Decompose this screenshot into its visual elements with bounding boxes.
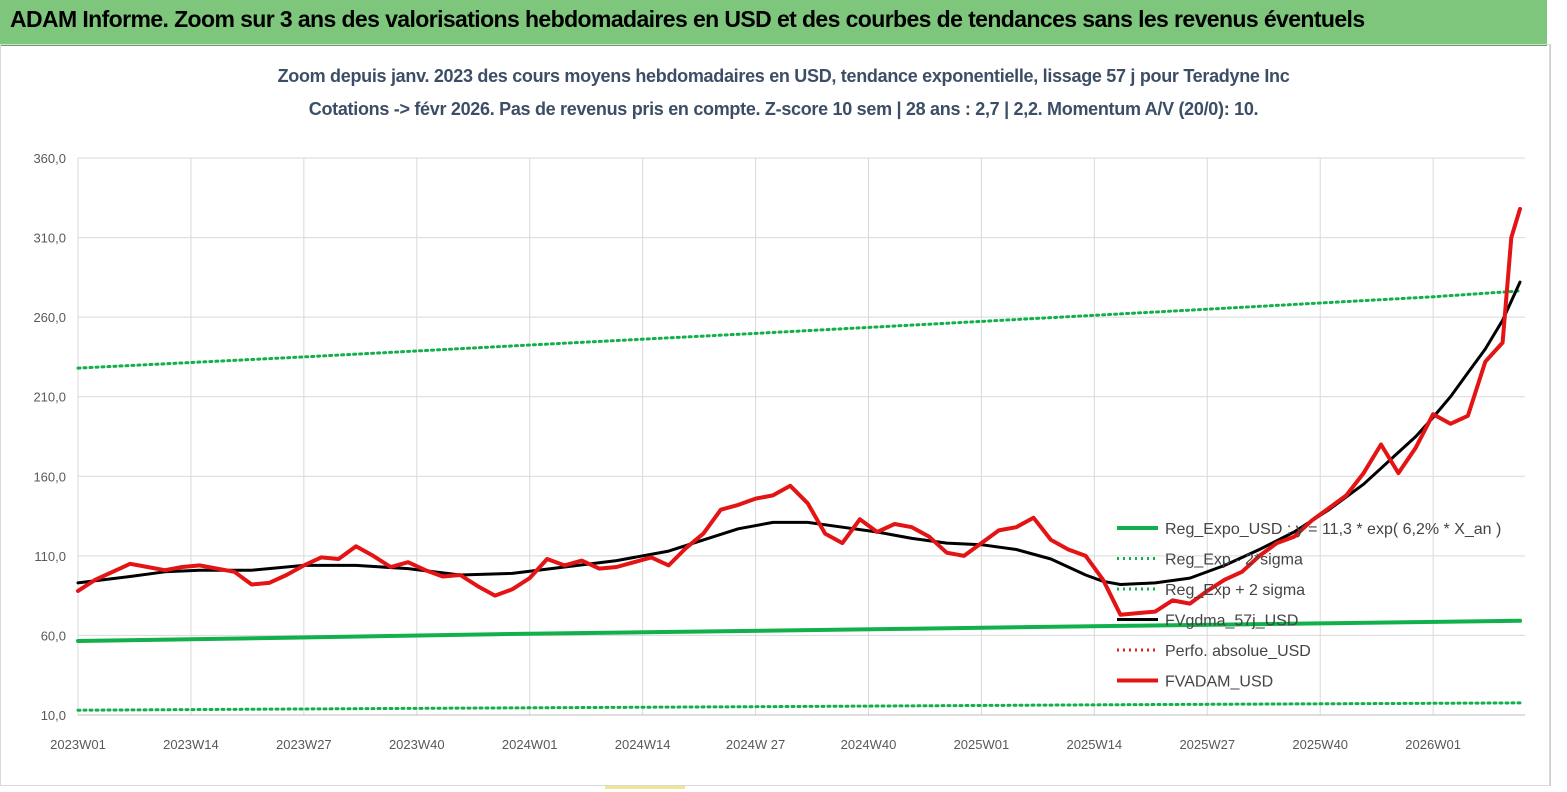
y-tick-label: 310,0 xyxy=(33,231,66,246)
y-tick-label: 360,0 xyxy=(33,151,66,166)
y-tick-label: 210,0 xyxy=(33,390,66,405)
y-tick-label: 110,0 xyxy=(34,549,66,564)
legend-label: FVADAM_USD xyxy=(1165,674,1273,691)
x-tick-label: 2024W14 xyxy=(615,737,671,752)
series-line xyxy=(76,206,1522,617)
legend-label: Reg_Exp + 2 sigma xyxy=(1165,582,1305,599)
report-title: ADAM Informe. Zoom sur 3 ans des valoris… xyxy=(10,6,1365,32)
series-line xyxy=(76,701,1522,712)
series-line xyxy=(76,618,1522,643)
x-tick-label: 2025W40 xyxy=(1292,737,1348,752)
x-tick-label: 2023W01 xyxy=(50,737,106,752)
y-tick-label: 60,0 xyxy=(41,628,66,643)
y-tick-label: 260,0 xyxy=(33,310,66,325)
series-line xyxy=(76,289,1522,370)
y-tick-label: 160,0 xyxy=(33,469,66,484)
x-tick-label: 2024W40 xyxy=(841,737,897,752)
right-edge xyxy=(1550,44,1561,786)
x-tick-label: 2024W 27 xyxy=(726,737,785,752)
x-tick-label: 2023W27 xyxy=(276,737,332,752)
y-tick-label: 10,0 xyxy=(41,708,66,723)
x-tick-label: 2025W27 xyxy=(1179,737,1235,752)
sheet-tab-marker xyxy=(605,786,685,789)
chart-frame xyxy=(0,44,1550,786)
report-banner: ADAM Informe. Zoom sur 3 ans des valoris… xyxy=(0,0,1547,46)
legend-label: FVgdma_57j_USD xyxy=(1165,613,1298,630)
x-tick-label: 2023W14 xyxy=(163,737,219,752)
chart-title: Zoom depuis janv. 2023 des cours moyens … xyxy=(277,66,1290,86)
legend-label: Reg_Expo_USD : y = 11,3 * exp( 6,2% * X_… xyxy=(1165,521,1501,538)
legend-label: Perfo. absolue_USD xyxy=(1165,643,1311,660)
x-tick-label: 2025W01 xyxy=(954,737,1010,752)
x-tick-label: 2026W01 xyxy=(1405,737,1461,752)
x-tick-label: 2025W14 xyxy=(1067,737,1123,752)
legend-label: Reg_Exp - 2*sigma xyxy=(1165,552,1303,569)
series-line xyxy=(76,280,1522,586)
x-tick-label: 2024W01 xyxy=(502,737,558,752)
x-tick-label: 2023W40 xyxy=(389,737,445,752)
chart-subtitle: Cotations -> févr 2026. Pas de revenus p… xyxy=(308,99,1259,119)
